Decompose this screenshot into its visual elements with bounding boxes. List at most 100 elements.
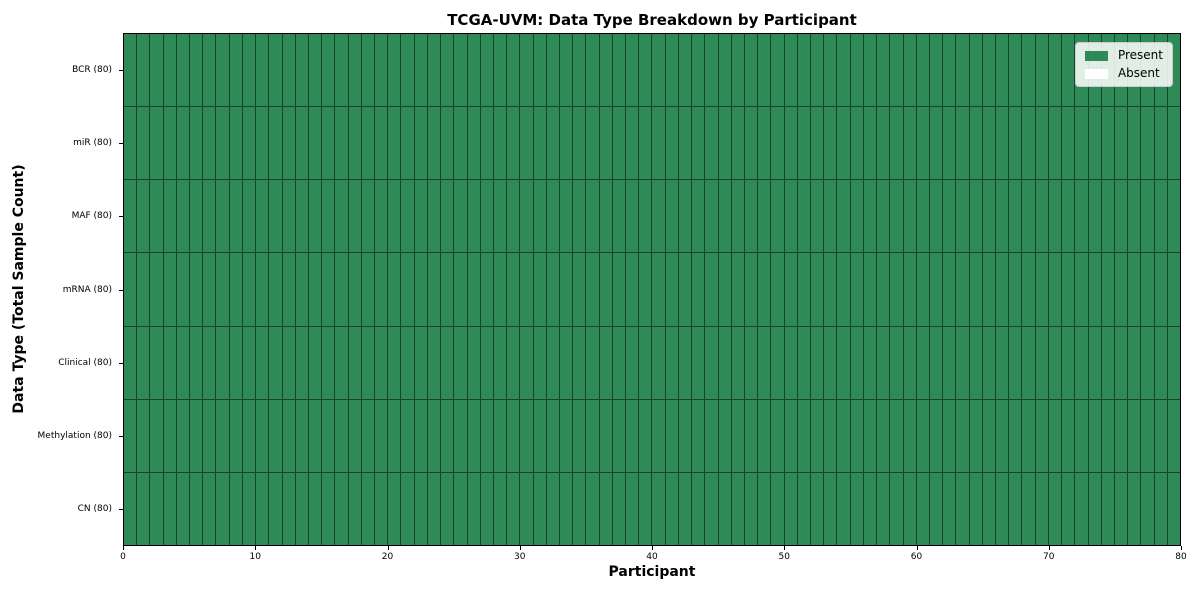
heatmap-cell <box>771 326 784 399</box>
heatmap-cell <box>467 326 480 399</box>
heatmap-cell <box>533 34 546 107</box>
heatmap-cell <box>335 253 348 326</box>
heatmap-cell <box>1062 253 1075 326</box>
heatmap-cell <box>546 107 559 180</box>
heatmap-cell <box>863 180 877 253</box>
x-tick-label: 70 <box>1043 552 1055 562</box>
heatmap-cell <box>229 472 242 545</box>
heatmap-cell <box>1101 399 1114 472</box>
heatmap-cell <box>361 34 375 107</box>
x-tick-label: 80 <box>1175 552 1187 562</box>
heatmap-cell <box>229 399 242 472</box>
y-tick-label: Clinical (80) <box>58 357 112 368</box>
heatmap-cell <box>520 180 533 253</box>
heatmap-cell <box>797 472 811 545</box>
heatmap-cell <box>176 472 190 545</box>
x-tick-label: 30 <box>514 552 526 562</box>
heatmap-cell <box>903 472 916 545</box>
heatmap-cell <box>929 180 943 253</box>
heatmap-cell <box>1101 107 1114 180</box>
heatmap-cell <box>546 34 559 107</box>
y-tick-mark <box>119 142 123 144</box>
heatmap-cell <box>388 472 401 545</box>
heatmap-cell <box>652 472 665 545</box>
heatmap-cell <box>626 107 639 180</box>
heatmap-cell <box>203 472 216 545</box>
heatmap-cell <box>599 180 612 253</box>
heatmap-cell <box>811 326 824 399</box>
heatmap-cell <box>1009 253 1022 326</box>
heatmap-cell <box>890 107 903 180</box>
heatmap-cell <box>1167 253 1180 326</box>
heatmap-cell <box>678 472 692 545</box>
heatmap-cell <box>1075 399 1088 472</box>
heatmap-cell <box>1167 107 1180 180</box>
heatmap-cell <box>890 399 903 472</box>
heatmap-cell <box>348 180 361 253</box>
heatmap-cell <box>137 253 150 326</box>
heatmap-cell <box>163 107 176 180</box>
heatmap-cell <box>811 180 824 253</box>
heatmap-cell <box>414 180 427 253</box>
heatmap-cell <box>322 399 335 472</box>
y-tick-label: BCR (80) <box>72 64 112 75</box>
heatmap-cell <box>335 472 348 545</box>
heatmap-cell <box>692 34 705 107</box>
heatmap-cell <box>348 326 361 399</box>
heatmap-cell <box>150 107 163 180</box>
heatmap-cell <box>1062 399 1075 472</box>
heatmap-cell <box>1022 180 1035 253</box>
heatmap-cell <box>850 326 863 399</box>
heatmap-cell <box>771 253 784 326</box>
heatmap-cell <box>626 34 639 107</box>
heatmap-cell <box>1114 326 1128 399</box>
heatmap-cell <box>520 472 533 545</box>
heatmap-cell <box>176 399 190 472</box>
heatmap-cell <box>678 180 692 253</box>
heatmap-cell <box>969 253 982 326</box>
x-tick-label: 20 <box>381 552 394 562</box>
heatmap-cell <box>599 34 612 107</box>
heatmap-cell <box>361 399 375 472</box>
heatmap-cell <box>573 399 586 472</box>
heatmap-cell <box>956 326 969 399</box>
y-tick-label: Methylation (80) <box>37 431 112 442</box>
heatmap-cell <box>929 107 943 180</box>
heatmap-cell <box>322 472 335 545</box>
heatmap-cell <box>163 472 176 545</box>
heatmap-cell <box>824 326 837 399</box>
heatmap-cell <box>1022 399 1035 472</box>
heatmap-cell <box>388 326 401 399</box>
heatmap-cell <box>546 180 559 253</box>
heatmap-cell <box>176 34 190 107</box>
heatmap-cell <box>929 399 943 472</box>
heatmap-cell <box>731 399 744 472</box>
heatmap-cell <box>573 472 586 545</box>
heatmap-cell <box>242 326 256 399</box>
heatmap-cell <box>678 253 692 326</box>
heatmap-cell <box>692 472 705 545</box>
heatmap-cell <box>731 253 744 326</box>
heatmap-cell <box>361 180 375 253</box>
heatmap-cell <box>1075 180 1088 253</box>
heatmap-cell <box>124 472 137 545</box>
heatmap-cell <box>1128 472 1141 545</box>
heatmap-cell <box>1048 180 1062 253</box>
heatmap-cell <box>1128 253 1141 326</box>
heatmap-cell <box>1101 180 1114 253</box>
heatmap-cell <box>560 107 573 180</box>
heatmap-cell <box>639 253 652 326</box>
heatmap-cell <box>375 253 388 326</box>
heatmap-cell <box>203 34 216 107</box>
heatmap-grid <box>124 34 1180 545</box>
heatmap-cell <box>1048 34 1062 107</box>
heatmap-cell <box>1101 326 1114 399</box>
heatmap-cell <box>811 107 824 180</box>
heatmap-cell <box>256 326 269 399</box>
heatmap-cell <box>348 399 361 472</box>
heatmap-cell <box>744 472 758 545</box>
heatmap-cell <box>1141 107 1154 180</box>
heatmap-cell <box>1088 399 1101 472</box>
heatmap-cell <box>493 180 507 253</box>
